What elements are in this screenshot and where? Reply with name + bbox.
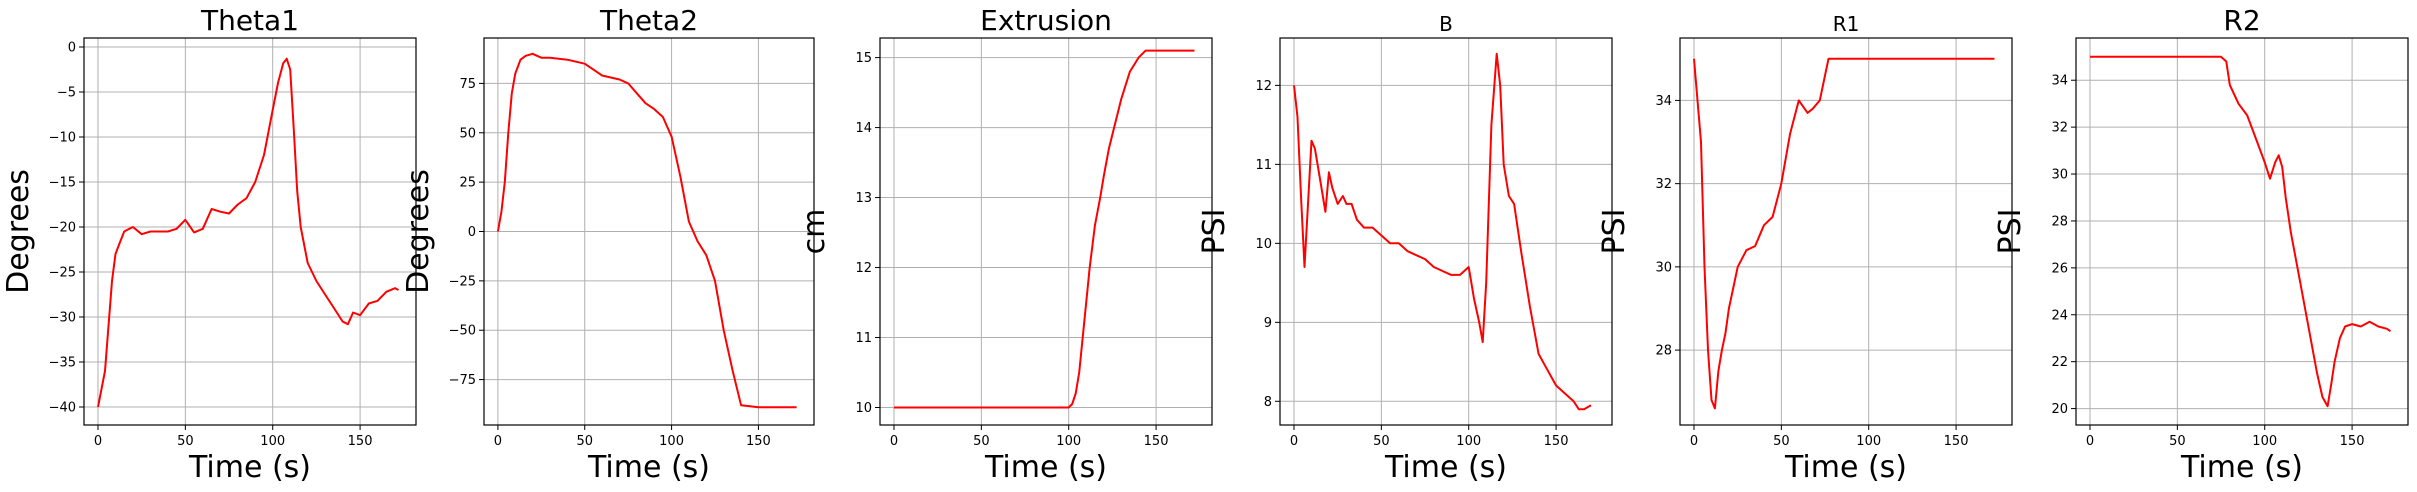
x-tick-label: 150 bbox=[1944, 434, 1969, 449]
x-tick-label: 100 bbox=[2252, 434, 2277, 449]
x-tick-label: 150 bbox=[348, 434, 373, 449]
subplot-2: 0 50 100 150 75 50 25 0 −25 −50 −75 Theta2 Time (s) D… bbox=[401, 4, 815, 485]
chart-title: Extrusion bbox=[980, 4, 1112, 37]
y-tick-label: 10 bbox=[1255, 237, 1272, 252]
y-tick-label: 24 bbox=[2051, 308, 2068, 323]
y-tick-label: −25 bbox=[49, 266, 76, 281]
axes-frame bbox=[1679, 37, 2013, 426]
y-tick-label: −35 bbox=[49, 356, 76, 371]
x-tick-label: 50 bbox=[1373, 434, 1390, 449]
axes-frame bbox=[83, 37, 417, 426]
y-tick-label: 14 bbox=[855, 121, 872, 136]
chart-title: B bbox=[1439, 12, 1453, 36]
y-tick-label: 75 bbox=[459, 77, 476, 92]
x-tick-label: 150 bbox=[746, 434, 771, 449]
x-tick-label: 150 bbox=[1144, 434, 1169, 449]
y-axis-label: Degrees bbox=[401, 169, 436, 294]
series-line-1 bbox=[2090, 55, 2392, 408]
y-tick-label: −20 bbox=[49, 221, 76, 236]
x-tick-label: 0 bbox=[890, 434, 898, 449]
y-tick-label: 0 bbox=[468, 225, 476, 240]
y-tick-label: 28 bbox=[2051, 214, 2068, 229]
y-tick-label: 26 bbox=[2051, 261, 2068, 276]
x-tick-label: 0 bbox=[1690, 434, 1698, 449]
y-tick-label: 50 bbox=[459, 126, 476, 141]
y-axis-label: PSI bbox=[1197, 209, 1232, 255]
y-axis-label: cm bbox=[797, 209, 832, 255]
x-tick-label: 100 bbox=[659, 434, 684, 449]
y-tick-label: 30 bbox=[1655, 260, 1672, 275]
x-tick-label: 50 bbox=[2169, 434, 2186, 449]
y-tick-label: 11 bbox=[855, 331, 872, 346]
y-tick-label: −10 bbox=[49, 131, 76, 146]
y-tick-label: 22 bbox=[2051, 355, 2068, 370]
x-axis-label: Time (s) bbox=[1784, 450, 1907, 485]
y-tick-label: 12 bbox=[1255, 79, 1272, 94]
subplot-6: 0 50 100 150 20 22 24 26 28 30 32 34 R2 Time (s) PSI bbox=[1993, 4, 2409, 485]
subplot-5: 0 50 100 150 28 30 32 34 R1 Time (s) PSI bbox=[1597, 12, 2013, 485]
y-tick-label: 30 bbox=[2051, 168, 2068, 183]
x-axis-label: Time (s) bbox=[984, 450, 1107, 485]
x-tick-label: 0 bbox=[1290, 434, 1298, 449]
x-tick-label: 100 bbox=[1056, 434, 1081, 449]
x-tick-label: 100 bbox=[1456, 434, 1481, 449]
series-line-1 bbox=[894, 49, 1195, 409]
y-tick-label: 20 bbox=[2051, 402, 2068, 417]
x-tick-label: 50 bbox=[1773, 434, 1790, 449]
y-tick-label: 34 bbox=[1655, 94, 1672, 109]
x-tick-label: 0 bbox=[2086, 434, 2094, 449]
y-tick-label: 28 bbox=[1655, 344, 1672, 359]
y-tick-label: 8 bbox=[1264, 395, 1272, 410]
y-tick-label: 32 bbox=[1655, 177, 1672, 192]
y-tick-label: −25 bbox=[449, 274, 476, 289]
axes-frame bbox=[2075, 37, 2409, 426]
y-tick-label: 25 bbox=[459, 176, 476, 191]
x-axis-label: Time (s) bbox=[2180, 450, 2303, 485]
chart-title: R2 bbox=[2223, 4, 2260, 37]
y-tick-label: 9 bbox=[1264, 316, 1272, 331]
subplot-4: 0 50 100 150 8 9 10 11 12 B Time (s) PSI bbox=[1197, 12, 1613, 485]
y-tick-label: 0 bbox=[68, 41, 76, 56]
chart-title: Theta2 bbox=[599, 4, 698, 37]
chart-title: Theta1 bbox=[200, 4, 299, 37]
subplot-3: 0 50 100 150 10 11 12 13 14 15 Extrusion Time (s) cm bbox=[797, 4, 1213, 485]
x-tick-label: 150 bbox=[1544, 434, 1569, 449]
subplot-1: 0 50 100 150 0 −5 −10 −15 −20 −25 −30 −35 −40 Theta1 T… bbox=[1, 4, 417, 485]
chart-title: R1 bbox=[1833, 12, 1860, 36]
y-tick-label: −40 bbox=[49, 401, 76, 416]
x-tick-label: 150 bbox=[2340, 434, 2365, 449]
y-axis-label: Degrees bbox=[1, 169, 36, 294]
series-line-1 bbox=[496, 52, 797, 409]
x-axis-label: Time (s) bbox=[587, 450, 710, 485]
y-tick-label: −30 bbox=[49, 311, 76, 326]
y-tick-label: 12 bbox=[855, 261, 872, 276]
x-tick-label: 50 bbox=[177, 434, 194, 449]
x-tick-label: 0 bbox=[94, 434, 102, 449]
x-tick-label: 0 bbox=[494, 434, 502, 449]
y-tick-label: −5 bbox=[57, 86, 76, 101]
x-tick-label: 100 bbox=[260, 434, 285, 449]
y-tick-label: 32 bbox=[2051, 121, 2068, 136]
series-line-1 bbox=[97, 57, 399, 408]
y-tick-label: −75 bbox=[449, 373, 476, 388]
x-axis-label: Time (s) bbox=[1384, 450, 1507, 485]
axes-frame bbox=[879, 37, 1213, 426]
series-line-1 bbox=[1693, 57, 1995, 410]
x-tick-label: 50 bbox=[973, 434, 990, 449]
axes-frame bbox=[1279, 37, 1613, 426]
y-tick-label: 10 bbox=[855, 401, 872, 416]
x-tick-label: 50 bbox=[576, 434, 593, 449]
x-tick-label: 100 bbox=[1856, 434, 1881, 449]
x-axis-label: Time (s) bbox=[188, 450, 311, 485]
y-tick-label: −15 bbox=[49, 176, 76, 191]
series-line-1 bbox=[1293, 52, 1592, 411]
y-axis-label: PSI bbox=[1993, 209, 2028, 255]
y-tick-label: −50 bbox=[449, 324, 476, 339]
y-tick-label: 15 bbox=[855, 51, 872, 66]
y-axis-label: PSI bbox=[1597, 209, 1632, 255]
y-tick-label: 13 bbox=[855, 191, 872, 206]
y-tick-label: 11 bbox=[1255, 158, 1272, 173]
y-tick-label: 34 bbox=[2051, 74, 2068, 89]
